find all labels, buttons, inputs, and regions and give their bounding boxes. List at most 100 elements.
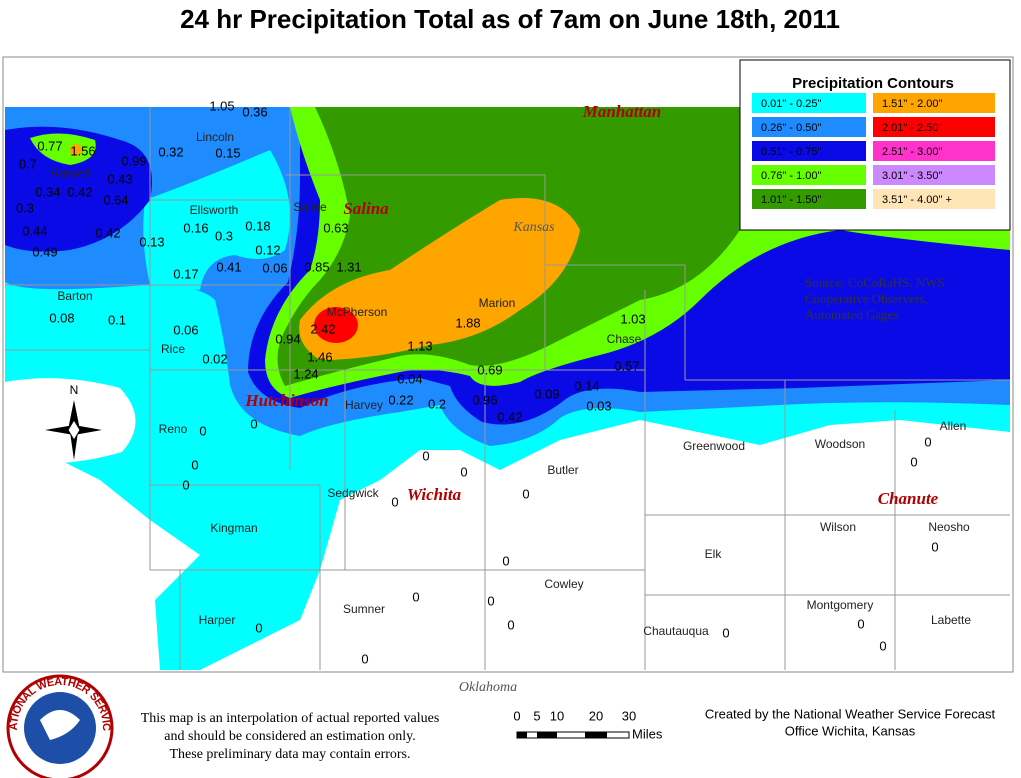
credit-line: Office Wichita, Kansas <box>785 723 916 738</box>
precip-reading: 1.24 <box>293 366 318 381</box>
scale-bar-frame <box>516 731 630 739</box>
precip-reading: 0.43 <box>107 171 132 186</box>
source-note: Source: CoCoRaHS, NWS <box>805 275 945 290</box>
scale-label: 5 <box>533 708 540 723</box>
city-label: Wichita <box>407 485 462 504</box>
county-label: Marion <box>479 296 516 310</box>
scale-bar-segment <box>585 732 607 738</box>
county-label: Kingman <box>210 521 257 535</box>
legend-label: 0.51" - 0.75" <box>761 146 821 158</box>
contour-area <box>299 198 580 360</box>
precip-reading: 0 <box>361 651 368 666</box>
city-label: Salina <box>343 199 389 218</box>
legend-swatch <box>873 189 995 209</box>
precip-reading: 0.94 <box>275 331 300 346</box>
precip-reading: 0.32 <box>158 144 183 159</box>
source-note: Automated Gages <box>805 307 899 322</box>
precip-reading: 1.13 <box>407 338 432 353</box>
county-label: Montgomery <box>807 598 874 612</box>
precip-reading: 0.12 <box>255 242 280 257</box>
precip-reading: 0.2 <box>428 396 446 411</box>
legend-swatch <box>752 189 866 209</box>
precip-reading: 0.96 <box>472 392 497 407</box>
precip-reading: 0 <box>931 539 938 554</box>
city-label: Chanute <box>878 489 939 508</box>
county-label: Labette <box>931 613 971 627</box>
disclaimer-line: This map is an interpolation of actual r… <box>141 711 440 726</box>
precip-reading: 0.06 <box>173 322 198 337</box>
precip-reading: 0.34 <box>35 184 60 199</box>
compass-center <box>67 419 81 441</box>
precip-reading: 0.03 <box>586 398 611 413</box>
county-label: Chautauqua <box>643 624 709 638</box>
precip-reading: 0 <box>507 617 514 632</box>
precip-reading: 0 <box>502 553 509 568</box>
precip-reading: 0.1 <box>108 312 126 327</box>
precip-reading: 0 <box>250 416 257 431</box>
precip-reading: 0 <box>391 494 398 509</box>
precip-reading: 0 <box>522 486 529 501</box>
precip-reading: 0 <box>487 593 494 608</box>
precip-reading: 0.22 <box>388 392 413 407</box>
precip-reading: 0.42 <box>67 184 92 199</box>
precip-reading: 1.03 <box>620 311 645 326</box>
county-label: Russell <box>50 166 89 180</box>
legend-swatch <box>752 93 866 113</box>
precip-reading: 0.17 <box>173 266 198 281</box>
county-label: Neosho <box>928 520 970 534</box>
precip-reading: 0.69 <box>477 362 502 377</box>
legend: Precipitation Contours 0.01" - 0.25" 0.26… <box>739 59 1011 231</box>
legend-label: 1.01" - 1.50" <box>761 194 821 206</box>
city-label: Manhattan <box>582 102 661 121</box>
scale-label: 0 <box>513 708 520 723</box>
precip-reading: 0.7 <box>19 156 37 171</box>
precip-reading: 0 <box>191 457 198 472</box>
precip-reading: 1.31 <box>336 259 361 274</box>
county-label: Woodson <box>815 437 865 451</box>
precip-reading: 0.16 <box>183 220 208 235</box>
precip-reading: 0 <box>722 625 729 640</box>
contour-area <box>70 144 82 156</box>
precip-reading: 0.36 <box>242 104 267 119</box>
precip-reading: 0.09 <box>534 386 559 401</box>
precip-reading: 0.15 <box>215 145 240 160</box>
county-lines <box>5 107 1010 670</box>
precip-reading: 0.06 <box>262 260 287 275</box>
precip-reading: 0.18 <box>245 218 270 233</box>
disclaimer-line: and should be considered an estimation o… <box>164 729 415 744</box>
contour-area <box>5 126 152 252</box>
scale-bar-segment <box>537 732 557 738</box>
legend-swatch <box>752 165 866 185</box>
precip-reading: 0.42 <box>95 225 120 240</box>
county-label: Cowley <box>544 577 583 591</box>
county-label: Lincoln <box>196 130 234 144</box>
precip-reading: 0 <box>412 589 419 604</box>
legend-swatch <box>752 141 866 161</box>
county-label: Chase <box>607 332 642 346</box>
precip-reading: 0 <box>182 477 189 492</box>
precip-reading: 0 <box>857 616 864 631</box>
precip-reading: 0.77 <box>37 138 62 153</box>
legend-label: 3.01" - 3.50" <box>882 170 942 182</box>
map-frame <box>2 56 1014 673</box>
county-label: Harvey <box>345 398 383 412</box>
precip-reading: 0 <box>924 434 931 449</box>
map-title: 24 hr Precipitation Total as of 7am on J… <box>180 4 840 34</box>
scale-bar: 0 5 10 20 30 Miles <box>513 708 662 741</box>
scale-labels: 0 5 10 20 30 Miles <box>513 708 662 741</box>
county-label: Elk <box>705 547 723 561</box>
compass-label: N <box>70 383 79 397</box>
legend-swatch <box>752 117 866 137</box>
precip-reading: 0.49 <box>32 244 57 259</box>
precip-reading: 0 <box>199 423 206 438</box>
precip-reading: 0.04 <box>397 371 422 386</box>
precip-reading: 0.02 <box>202 351 227 366</box>
precip-reading: 0.42 <box>497 409 522 424</box>
legend-label: 0.26" - 0.50" <box>761 122 821 134</box>
disclaimer-line: These preliminary data may contain error… <box>169 747 410 762</box>
precip-reading: 0 <box>422 448 429 463</box>
precip-reading: 0.99 <box>121 153 146 168</box>
county-label: McPherson <box>327 305 388 319</box>
county-label: Greenwood <box>683 439 745 453</box>
county-label: Ellsworth <box>190 203 239 217</box>
